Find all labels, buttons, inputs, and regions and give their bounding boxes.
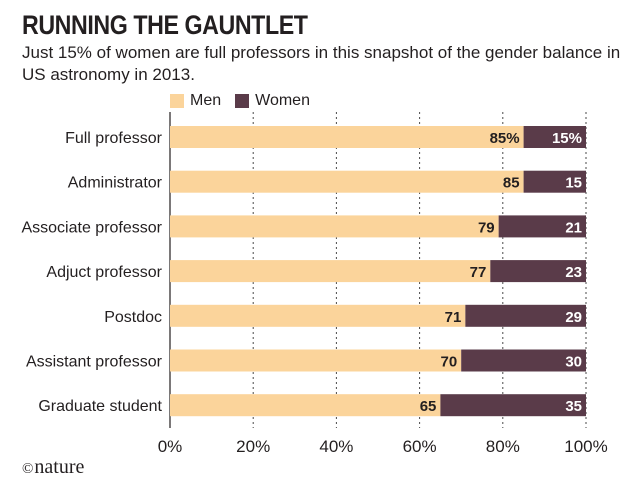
bar-women: [498, 215, 586, 238]
data-label-women: 21: [565, 219, 582, 236]
data-label-women: 15%: [552, 130, 582, 147]
chart-subtitle: Just 15% of women are full professors in…: [22, 43, 621, 84]
bar-women: [465, 304, 586, 327]
chart-title: RUNNING THE GAUNTLET: [22, 10, 308, 40]
legend-item-women: Women: [235, 92, 310, 110]
bar-women: [490, 260, 586, 283]
data-label-men: 70: [441, 354, 458, 371]
copyright-symbol: ©: [22, 461, 34, 477]
bar-men: [170, 126, 524, 148]
legend: Men Women: [170, 92, 324, 110]
x-tick-label: 100%: [564, 437, 607, 456]
category-label: Postdoc: [104, 309, 162, 326]
legend-swatch-women: [235, 94, 250, 108]
legend-label-women: Women: [255, 92, 310, 109]
category-label: Assistant professor: [26, 354, 163, 371]
data-label-women: 30: [565, 354, 582, 371]
data-label-men: 85: [503, 175, 520, 192]
bar-women: [461, 349, 586, 372]
legend-item-men: Men: [170, 92, 221, 110]
data-label-men: 65: [420, 398, 437, 415]
bar-men: [170, 260, 491, 283]
bar-women: [440, 394, 586, 417]
bar-men: [170, 215, 499, 238]
legend-label-men: Men: [190, 92, 222, 109]
data-label-men: 77: [470, 264, 487, 281]
bar-women: [523, 170, 586, 193]
x-tick-label: 20%: [236, 437, 270, 456]
data-label-women: 35: [565, 398, 582, 415]
category-label: Administrator: [68, 175, 163, 192]
data-label-men: 85%: [490, 130, 520, 147]
x-tick-label: 80%: [486, 437, 520, 456]
x-tick-label: 40%: [319, 437, 353, 456]
data-label-men: 71: [445, 309, 462, 326]
legend-swatch-men: [170, 94, 184, 108]
category-label: Associate professor: [21, 219, 162, 236]
data-label-women: 23: [565, 264, 582, 281]
category-label: Adjuct professor: [46, 264, 162, 281]
bar-women: [523, 126, 586, 148]
bar-men: [170, 349, 462, 372]
nature-logo: © nature: [22, 456, 84, 479]
x-tick-label: 0%: [158, 437, 183, 456]
x-tick-label: 60%: [403, 437, 437, 456]
brand-name: nature: [34, 456, 85, 478]
bar-men: [170, 304, 466, 327]
category-label: Graduate student: [38, 398, 162, 415]
data-label-women: 29: [565, 309, 582, 326]
bar-men: [170, 394, 441, 417]
bar-men: [170, 170, 524, 193]
category-label: Full professor: [65, 130, 163, 147]
data-label-men: 79: [478, 219, 495, 236]
data-label-women: 15: [565, 175, 582, 192]
